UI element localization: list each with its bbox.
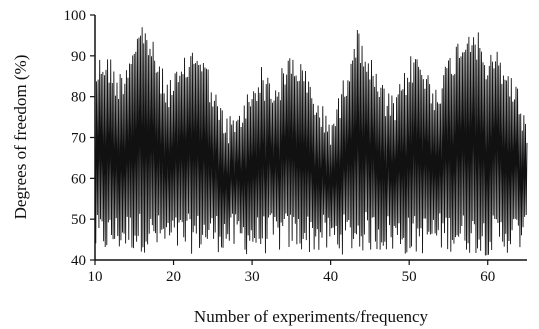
x-axis-label: Number of experiments/frequency [194,307,429,326]
y-tick-label: 70 [71,131,86,147]
y-axis-label: Degrees of freedom (%) [11,55,30,220]
y-tick-label: 50 [71,212,86,228]
x-tick-label: 50 [402,269,417,285]
y-tick-label: 40 [71,253,86,269]
x-tick-label: 60 [480,269,495,285]
y-tick-label: 80 [71,90,86,106]
x-tick-label: 10 [88,269,103,285]
series-0-line [94,27,528,256]
x-ticks: 10 20 30 40 50 60 [88,260,495,285]
x-tick-label: 20 [166,269,181,285]
y-tick-label: 100 [64,8,87,24]
y-ticks: 40 50 60 70 80 90 100 [64,8,95,269]
x-tick-label: 30 [245,269,260,285]
x-tick-label: 40 [323,269,338,285]
y-tick-label: 90 [71,49,86,65]
series-lines [94,27,528,256]
y-tick-label: 60 [71,171,86,187]
